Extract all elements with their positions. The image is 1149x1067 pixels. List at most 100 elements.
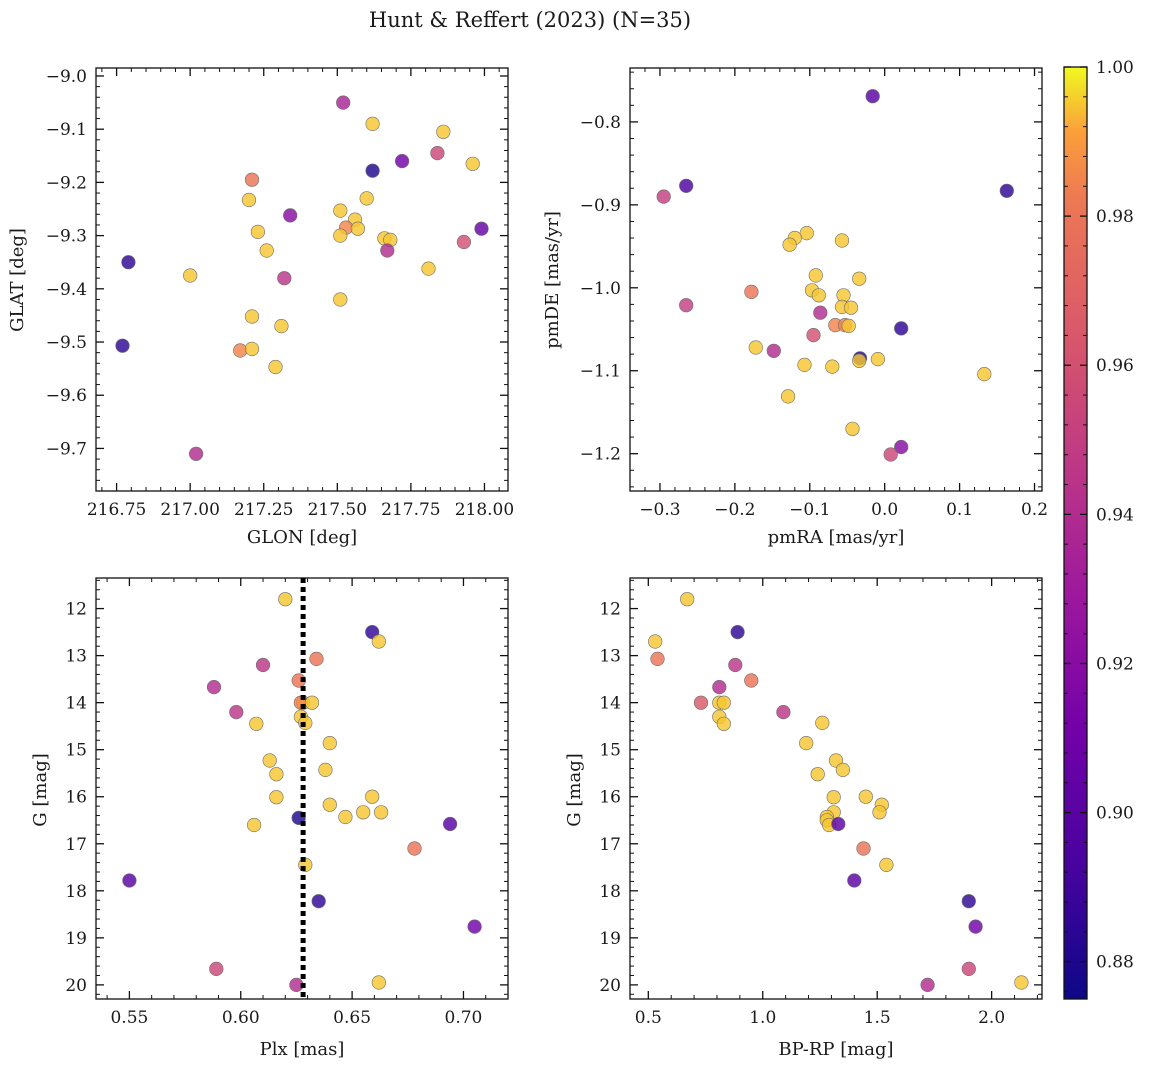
panel-pmra-pmde-point [852,271,867,286]
panel-pmra-pmde-points [656,89,1014,462]
figure-title: Hunt & Reffert (2023) (N=35) [369,8,691,32]
panel-pmra-pmde-xtick-label: −0.1 [789,500,830,520]
panel-plx-g-ytick-label: 15 [65,741,87,761]
panel-pmra-pmde-point [679,298,694,313]
panel-bprp-g-ytick-label: 19 [599,929,621,949]
panel-bprp-g-point [680,592,695,607]
panel-pmra-pmde-point [845,421,860,436]
panel-pmra-pmde-point [834,233,850,248]
panel-pmra-pmde-point [744,284,759,300]
panel-bprp-g-point [716,695,731,710]
panel-plx-g-point [371,634,386,649]
panel-glon-glat-xtick-label: 217.50 [308,500,367,520]
panel-glon-glat-point [465,156,480,171]
panel-glon-glat-point [436,124,451,139]
colorbar-tick-label: 0.88 [1096,953,1134,973]
panel-glon-glat-point [244,172,260,187]
panel-glon-glat-point [259,243,274,258]
panel-pmra-pmde-ytick-label: −1.1 [580,362,621,382]
panel-bprp-g-point [744,673,759,688]
panel-plx-g-ytick-label: 12 [65,600,87,620]
panel-glon-glat-point [121,255,136,270]
colorbar: 0.88 0.90 0.92 0.94 0.96 0.98 1.00 [1063,58,1134,1000]
colorbar-tick-label: 0.94 [1096,505,1134,525]
colorbar-tick-label: 0.90 [1096,804,1134,824]
panel-glon-glat-point [333,203,348,218]
panel-glon-glat-ytick-label: −9.7 [46,439,87,459]
panel-plx-g-ytick-label: 18 [65,882,87,902]
panel-bprp-g-point [693,695,709,710]
panel-glon-glat-point [380,243,395,258]
colorbar-tick-label: 1.00 [1096,58,1134,78]
panel-plx-g-xtick-label: 0.60 [222,1008,260,1028]
panel-plx-g-point [269,767,284,782]
panel-pmra-pmde-point [656,189,671,204]
panel-glon-glat-point [189,446,204,461]
panel-plx-g-point [356,805,371,820]
panel-glon-glat-xtick-label: 218.00 [455,500,514,520]
panel-pmra-pmde-xtick-label: 0.0 [871,500,898,520]
panel-glon-glat-point [395,154,410,169]
panel-pmra-pmde-frame [629,67,1043,492]
panel-plx-g-point [374,805,389,820]
panel-plx-g-point [311,894,326,909]
panel-glon-glat-point [250,224,265,239]
panel-bprp-g-point [728,657,743,673]
panel-bprp-g-ytick-label: 16 [599,788,621,808]
panel-glon-glat-point [350,221,366,236]
panel-glon-glat-ytick-label: −9.5 [46,333,87,353]
panel-glon-glat: GLON [deg] GLAT [deg] 216.75 217.00 217.25… [7,67,514,548]
panel-pmra-pmde-point [748,340,763,355]
panel-bprp-g-xtick-label: 1.5 [864,1008,891,1028]
panel-glon-glat-point [115,338,130,353]
panel-pmra-pmde-xtick-label: −0.2 [714,500,755,520]
panel-plx-g-point [249,716,264,731]
panel-bprp-g-point [831,816,846,832]
panel-plx-g-xtick-label: 0.70 [445,1008,483,1028]
panel-plx-g-point [443,816,458,832]
panel-bprp-g-ytick-label: 12 [599,600,621,620]
panel-glon-glat-xtick-label: 217.25 [234,500,293,520]
panel-pmra-pmde-point [865,89,880,104]
panel-pmra-pmde-point [999,183,1014,198]
panel-pmra-pmde-point [811,288,826,303]
panel-bprp-g-point [810,767,825,782]
panel-pmra-pmde-point [799,226,814,241]
panel-pmra-pmde-point [825,359,840,374]
panel-plx-g: Plx [mas] G [mag] 0.55 0.60 0.65 0.70 12 13 14… [30,577,509,1060]
panel-glon-glat-point [365,116,380,131]
panel-bprp-g-xtick-label: 1.0 [749,1008,776,1028]
panel-bprp-g-point [648,634,663,649]
panel-plx-g-point [278,592,293,607]
panel-pmra-pmde-xtick-label: −0.3 [639,500,680,520]
panel-bprp-g-points [648,592,1029,993]
panel-plx-g-ylabel: G [mag] [30,753,51,826]
panel-bprp-g-ytick-label: 15 [599,741,621,761]
colorbar-gradient [1063,66,1088,1000]
panel-glon-glat-ytick-label: −9.0 [46,67,87,87]
panel-bprp-g-ytick-label: 20 [599,976,621,996]
panel-bprp-g-frame [629,577,1043,1000]
panel-plx-g-point [318,762,333,778]
panel-plx-g-point [371,975,386,990]
panel-glon-glat-xtick-label: 217.00 [160,500,219,520]
panel-bprp-g-xtick-label: 2.0 [978,1008,1005,1028]
panel-glon-glat-point [283,208,298,223]
panel-pmra-pmde: pmRA [mas/yr] pmDE [mas/yr] −0.3 −0.2 −0.1… [542,67,1048,548]
panel-bprp-g-ytick-label: 17 [599,835,621,855]
panel-bprp-g-point [716,716,731,731]
panel-bprp-g-point [835,762,851,778]
panel-pmra-pmde-ytick-label: −1.0 [580,279,621,299]
panel-plx-g-point [309,651,324,667]
panel-bprp-g-point [961,894,976,909]
panel-glon-glat-ylabel: GLAT [deg] [7,228,28,332]
panel-bprp-g-point [968,919,983,934]
panel-pmra-pmde-point [806,328,821,343]
panel-bprp-g-ytick-label: 13 [599,647,621,667]
panel-plx-g-points [122,592,482,993]
panel-plx-g-point [229,704,244,720]
panel-plx-g-point [209,961,224,977]
panel-pmra-pmde-point [843,300,859,315]
panel-bprp-g-point [920,977,935,993]
